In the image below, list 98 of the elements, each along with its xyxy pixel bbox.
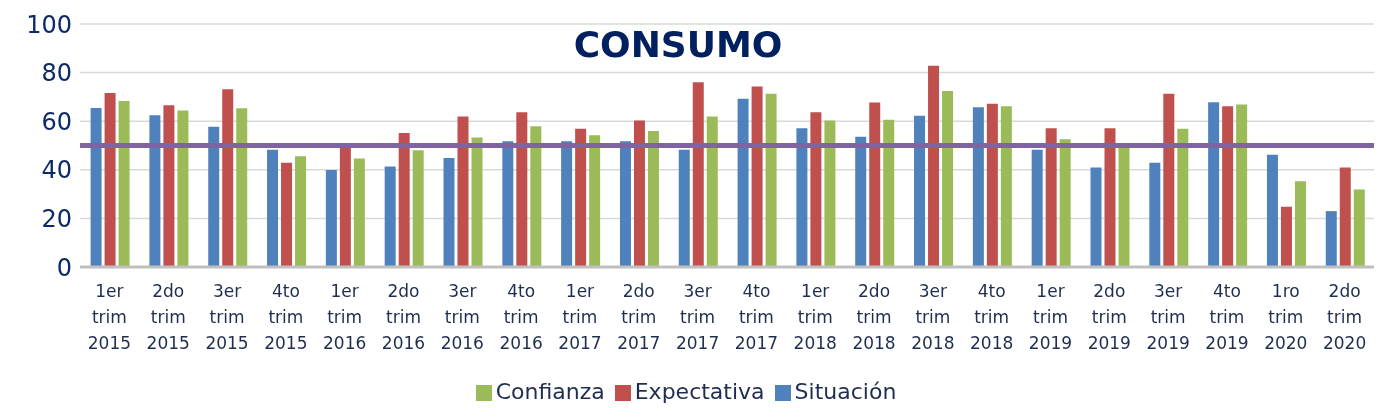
x-tick-label: 2do trim 2017 xyxy=(617,281,661,353)
bar xyxy=(384,166,396,267)
bar xyxy=(942,91,954,267)
legend-label: Situación xyxy=(794,379,897,404)
x-tick-label: 4to trim 2019 xyxy=(1205,281,1249,353)
bar xyxy=(149,115,161,267)
x-tick-label: 3er trim 2016 xyxy=(440,281,484,353)
bar xyxy=(972,107,984,267)
bar xyxy=(295,156,307,267)
bar xyxy=(398,133,410,267)
x-tick-label: 4to trim 2017 xyxy=(734,281,779,353)
bar xyxy=(1090,167,1102,267)
bar xyxy=(1059,139,1071,267)
y-tick-label: 60 xyxy=(41,107,72,136)
bar xyxy=(118,101,130,267)
bar xyxy=(1208,102,1220,267)
bar xyxy=(1163,93,1175,267)
bar xyxy=(869,102,881,267)
bar xyxy=(267,149,279,267)
y-tick-label: 100 xyxy=(26,10,72,39)
y-tick-label: 20 xyxy=(41,204,72,233)
bar xyxy=(177,110,189,267)
y-tick-label: 80 xyxy=(41,59,72,88)
x-tick-label: 1er trim 2018 xyxy=(793,281,837,353)
x-tick-label: 1er trim 2017 xyxy=(558,281,602,353)
bar xyxy=(516,112,528,267)
bar xyxy=(1339,167,1351,267)
x-tick-label: 1er trim 2015 xyxy=(87,281,132,353)
bar xyxy=(1222,106,1234,267)
bar xyxy=(1000,106,1012,267)
x-tick-label: 2do trim 2015 xyxy=(146,281,190,353)
x-tick-label: 3er trim 2019 xyxy=(1146,281,1190,353)
bar xyxy=(824,120,836,267)
bar xyxy=(1045,128,1057,267)
bar xyxy=(236,108,248,267)
bar xyxy=(90,108,102,267)
bar xyxy=(647,130,659,267)
x-tick-label: 1ro trim 2020 xyxy=(1264,281,1308,353)
x-tick-label: 4to trim 2015 xyxy=(264,281,308,353)
bar xyxy=(502,141,514,267)
bar xyxy=(471,137,483,267)
bar xyxy=(619,141,631,267)
bar xyxy=(1266,154,1278,267)
legend-label: Confianza xyxy=(495,379,605,404)
x-tick-label: 3er trim 2015 xyxy=(205,281,249,353)
bar xyxy=(1280,206,1292,267)
bar xyxy=(692,82,704,267)
bar xyxy=(986,103,998,267)
bar xyxy=(1104,128,1116,267)
bar xyxy=(281,162,293,267)
bar xyxy=(353,158,365,267)
legend-label: Expectativa xyxy=(634,379,765,404)
bar xyxy=(765,93,777,267)
chart-title: CONSUMO xyxy=(573,24,783,65)
y-tick-label: 0 xyxy=(56,253,72,282)
x-tick-label: 4to trim 2016 xyxy=(499,281,543,353)
bar xyxy=(796,128,808,267)
bar xyxy=(928,65,940,267)
bar xyxy=(751,86,763,267)
bar xyxy=(914,115,926,267)
x-tick-label: 2do trim 2016 xyxy=(381,281,426,353)
bar xyxy=(561,141,573,267)
x-tick-label: 1er trim 2019 xyxy=(1028,281,1073,353)
x-tick-label: 2do trim 2018 xyxy=(852,281,896,353)
x-tick-label: 4to trim 2018 xyxy=(970,281,1014,353)
bar xyxy=(1236,104,1248,267)
bar xyxy=(589,135,601,267)
bar xyxy=(457,116,469,267)
bar xyxy=(325,170,337,267)
bar xyxy=(1149,162,1161,267)
bar xyxy=(1177,128,1189,267)
bar xyxy=(412,150,424,267)
bar xyxy=(706,116,718,267)
x-tick-label: 2do trim 2020 xyxy=(1322,281,1367,353)
bar xyxy=(163,105,175,267)
x-tick-label: 1er trim 2016 xyxy=(323,281,367,353)
bar xyxy=(633,120,645,267)
bar xyxy=(883,119,895,267)
bar xyxy=(737,98,749,267)
bar xyxy=(104,93,116,267)
bar xyxy=(1118,147,1130,267)
y-tick-label: 40 xyxy=(41,156,72,185)
bar xyxy=(810,112,822,267)
bar xyxy=(339,147,351,267)
bar xyxy=(855,136,867,267)
bar xyxy=(575,128,587,267)
bar xyxy=(1353,189,1365,267)
x-tick-label: 2do trim 2019 xyxy=(1087,281,1131,353)
bar xyxy=(530,126,542,267)
bar xyxy=(1294,181,1306,267)
bar xyxy=(678,149,690,267)
bar xyxy=(222,89,234,267)
bar xyxy=(1031,149,1043,267)
bar xyxy=(208,126,220,267)
bar xyxy=(443,157,455,267)
x-tick-label: 3er trim 2017 xyxy=(675,281,720,353)
x-tick-label: 3er trim 2018 xyxy=(911,281,955,353)
bar xyxy=(1325,211,1337,267)
